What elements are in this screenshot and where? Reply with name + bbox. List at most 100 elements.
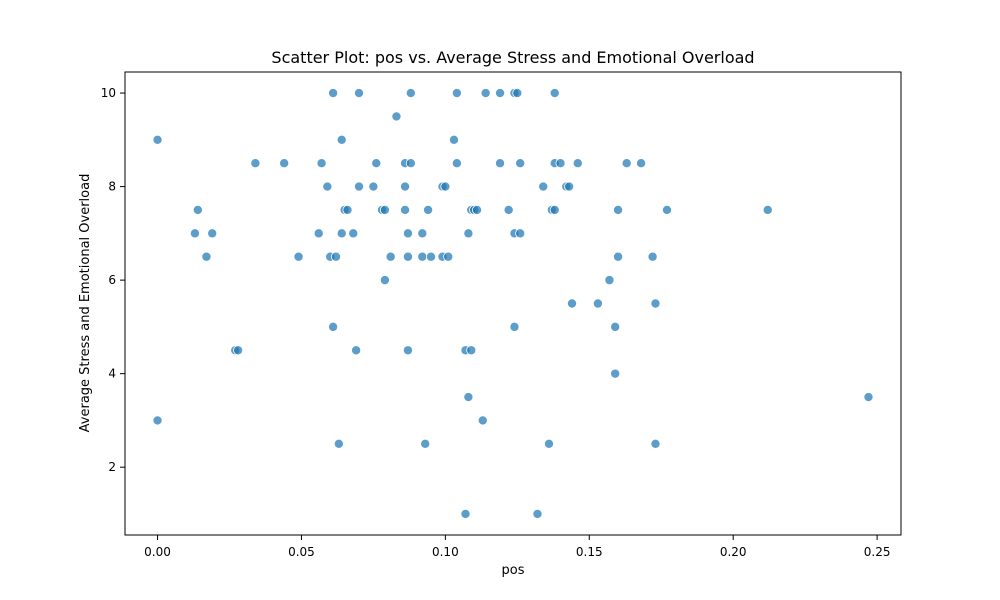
x-tick-label: 0.25 [864, 545, 891, 559]
y-tick-label: 8 [108, 180, 116, 194]
data-point [610, 368, 621, 379]
plot-frame [124, 71, 902, 536]
data-point [610, 321, 621, 332]
data-point [368, 181, 379, 192]
data-point [443, 251, 454, 262]
data-point [512, 88, 523, 99]
data-point [661, 204, 672, 215]
scatter-points [152, 88, 874, 519]
data-point [400, 204, 411, 215]
data-point [509, 321, 520, 332]
data-point [328, 88, 339, 99]
x-tick-label: 0.00 [144, 545, 171, 559]
x-tick-label: 0.10 [432, 545, 459, 559]
data-point [567, 298, 578, 309]
y-tick-label: 4 [108, 367, 116, 381]
data-point [192, 204, 203, 215]
data-point [293, 251, 304, 262]
data-point [613, 204, 624, 215]
data-point [316, 158, 327, 169]
y-axis: 2 4 6 8 10 [101, 86, 125, 474]
data-point [405, 88, 416, 99]
data-point [385, 251, 396, 262]
x-tick-label: 0.15 [576, 545, 603, 559]
y-tick-label: 6 [108, 273, 116, 287]
data-point [647, 251, 658, 262]
data-point [621, 158, 632, 169]
data-point [328, 321, 339, 332]
data-point [451, 88, 462, 99]
y-axis-label: Average Stress and Emotional Overload [78, 174, 93, 433]
data-point [336, 134, 347, 145]
data-point [451, 158, 462, 169]
data-point [279, 158, 290, 169]
data-point [405, 158, 416, 169]
data-point [201, 251, 212, 262]
data-point [549, 204, 560, 215]
data-point [613, 251, 624, 262]
data-point [354, 181, 365, 192]
x-axis-label: pos [502, 563, 525, 578]
data-point [425, 251, 436, 262]
data-point [440, 181, 451, 192]
data-point [391, 111, 402, 122]
data-point [650, 438, 661, 449]
y-tick-label: 10 [101, 86, 116, 100]
data-point [189, 228, 200, 239]
data-point [532, 508, 543, 519]
data-point [480, 88, 491, 99]
data-point [515, 158, 526, 169]
data-point [348, 228, 359, 239]
chart-title: Scatter Plot: pos vs. Average Stress and… [271, 48, 754, 67]
data-point [564, 181, 575, 192]
data-point [543, 438, 554, 449]
data-point [152, 415, 163, 426]
data-point [152, 134, 163, 145]
data-point [604, 275, 615, 286]
data-point [417, 228, 428, 239]
data-point [354, 88, 365, 99]
data-point [472, 204, 483, 215]
data-point [495, 88, 506, 99]
data-point [503, 204, 514, 215]
data-point [402, 228, 413, 239]
data-point [402, 251, 413, 262]
data-point [555, 158, 566, 169]
data-point [342, 204, 353, 215]
data-point [330, 251, 341, 262]
y-tick-label: 2 [108, 460, 116, 474]
data-point [463, 228, 474, 239]
data-point [477, 415, 488, 426]
data-point [379, 204, 390, 215]
data-point [351, 345, 362, 356]
x-tick-label: 0.20 [720, 545, 747, 559]
data-point [336, 228, 347, 239]
data-point [417, 251, 428, 262]
data-point [495, 158, 506, 169]
data-point [207, 228, 218, 239]
data-point [333, 438, 344, 449]
data-point [420, 438, 431, 449]
data-point [463, 392, 474, 403]
data-point [650, 298, 661, 309]
data-point [400, 181, 411, 192]
data-point [460, 508, 471, 519]
data-point [762, 204, 773, 215]
data-point [636, 158, 647, 169]
data-point [371, 158, 382, 169]
data-point [233, 345, 244, 356]
data-point [592, 298, 603, 309]
data-point [863, 392, 874, 403]
data-point [402, 345, 413, 356]
data-point [549, 88, 560, 99]
data-point [423, 204, 434, 215]
data-point [250, 158, 261, 169]
data-point [379, 275, 390, 286]
x-tick-label: 0.05 [288, 545, 315, 559]
data-point [313, 228, 324, 239]
data-point [448, 134, 459, 145]
data-point [538, 181, 549, 192]
data-point [322, 181, 333, 192]
